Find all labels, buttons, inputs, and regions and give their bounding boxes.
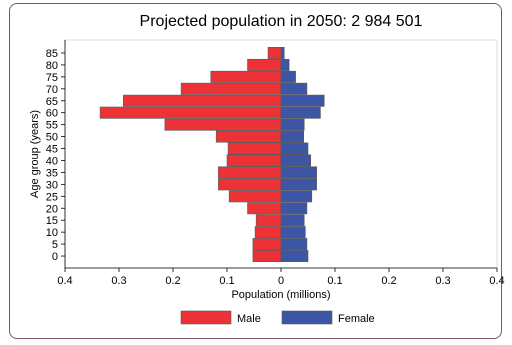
y-tick-label: 30 [46, 179, 58, 191]
bar-female-80 [280, 58, 290, 71]
x-ticks-group: 0.4 0.3 0.2 0.1 0 0.1 0.2 0.3 0.4 [57, 268, 505, 287]
y-tick-label: 20 [46, 203, 58, 215]
bar-male-10 [254, 226, 282, 239]
bar-female-25 [280, 190, 313, 203]
bar-female-15 [280, 214, 305, 227]
bar-female-0 [280, 250, 309, 263]
bar-male-70 [180, 82, 282, 95]
bar-male-65 [123, 94, 282, 107]
x-tick-label: 0.4 [489, 275, 504, 287]
x-tick-label: 0.1 [219, 275, 234, 287]
bar-male-25 [228, 190, 282, 203]
y-tick-label: 0 [52, 251, 58, 263]
bar-male-40 [226, 154, 282, 167]
y-axis-label: Age group (years) [29, 110, 41, 198]
bar-female-85 [280, 46, 285, 59]
bar-female-40 [280, 154, 312, 167]
bar-male-30 [218, 178, 282, 191]
bar-female-55 [280, 118, 305, 131]
legend-label-female: Female [338, 313, 375, 325]
y-tick-label: 40 [46, 155, 58, 167]
chart-title: Projected population in 2050: 2 984 501 [140, 13, 423, 30]
bar-male-75 [210, 70, 282, 83]
bar-female-45 [280, 142, 309, 155]
bar-female-20 [280, 202, 308, 215]
y-tick-label: 15 [46, 215, 58, 227]
y-tick-label: 75 [46, 72, 58, 84]
legend-swatch-female [281, 310, 333, 325]
y-tick-label: 50 [46, 132, 58, 144]
bar-male-80 [247, 58, 282, 71]
bar-male-5 [252, 238, 282, 251]
y-tick-label: 10 [46, 227, 58, 239]
bar-female-50 [280, 130, 304, 143]
bar-male-35 [218, 166, 282, 179]
x-tick-label: 0.3 [111, 275, 126, 287]
bar-male-20 [247, 202, 282, 215]
y-tick-label: 60 [46, 108, 58, 120]
y-tick-label: 80 [46, 60, 58, 72]
y-tick-label: 55 [46, 120, 58, 132]
bar-female-35 [280, 166, 317, 179]
y-tick-label: 70 [46, 84, 58, 96]
legend: Male Female [180, 310, 375, 325]
bar-male-60 [99, 106, 282, 119]
x-tick-label: 0.1 [327, 275, 342, 287]
x-tick-label: 0.4 [57, 275, 72, 287]
bar-female-75 [280, 70, 296, 83]
x-axis-label: Population (millions) [231, 289, 330, 301]
x-tick-label: 0.2 [381, 275, 396, 287]
bar-female-65 [280, 94, 325, 107]
bar-female-5 [280, 238, 308, 251]
legend-swatch-male [180, 310, 232, 325]
bar-male-55 [164, 118, 282, 131]
bar-female-10 [280, 226, 306, 239]
y-tick-label: 35 [46, 167, 58, 179]
bar-male-85 [267, 46, 282, 59]
bar-male-15 [255, 214, 282, 227]
x-tick-label: 0.2 [165, 275, 180, 287]
legend-label-male: Male [237, 313, 261, 325]
bars-group [99, 46, 325, 263]
y-tick-label: 65 [46, 96, 58, 108]
bar-female-70 [280, 82, 308, 95]
y-tick-label: 45 [46, 144, 58, 156]
x-tick-label: 0 [278, 275, 284, 287]
bar-female-60 [280, 106, 321, 119]
y-tick-label: 5 [52, 239, 58, 251]
x-tick-label: 0.3 [435, 275, 450, 287]
bar-male-0 [252, 250, 282, 263]
bar-male-45 [227, 142, 282, 155]
bar-male-50 [215, 130, 282, 143]
y-tick-label: 25 [46, 191, 58, 203]
bar-female-30 [280, 178, 317, 191]
y-tick-label: 85 [46, 48, 58, 60]
